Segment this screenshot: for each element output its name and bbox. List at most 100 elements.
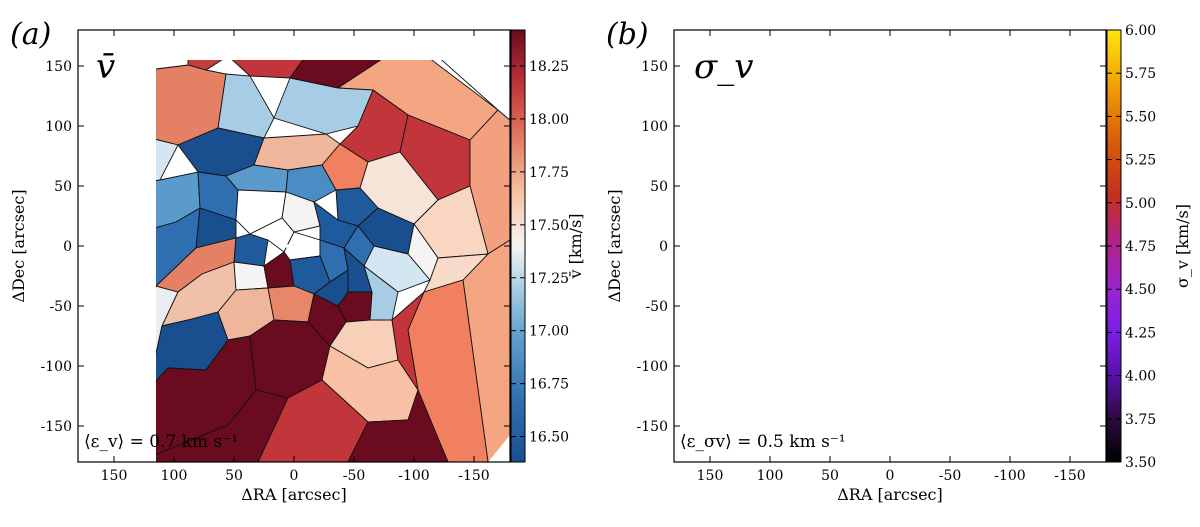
panel-a-x-tick-label: -150	[458, 468, 489, 484]
panel-b-voronoi-bin	[918, 144, 964, 190]
panel-a-colorbar-tick-label: 18.00	[529, 112, 569, 128]
panel-a-x-tick-label: 0	[290, 468, 299, 484]
panel-a-y-tick-label: 150	[45, 59, 72, 75]
center-marker-b	[881, 237, 899, 255]
panel-a-y-tick-label: -50	[49, 299, 72, 315]
panel-b-y-tick-label: 0	[659, 239, 668, 255]
panel-b-footprint-mask	[1004, 30, 1106, 120]
panel-b-y-tick-label: -100	[637, 359, 668, 375]
panel-b-x-tick-label: -100	[994, 468, 1025, 484]
panel-b-x-tick-label: -150	[1054, 468, 1085, 484]
panel-b-voronoi-bin	[744, 312, 824, 390]
panel-b-colorbar-tick-label: 5.00	[1125, 196, 1156, 212]
panel-b-voronoi-bin	[988, 292, 1020, 390]
panel-a-x-tick-label: 50	[225, 468, 243, 484]
y-axis-label-b: ΔDec [arcsec]	[605, 189, 624, 302]
panel-b-colorbar-tick-label: 4.50	[1125, 282, 1156, 298]
colorbar-ticks-b: 3.50 3.75 4.00 4.25 4.50 4.75 5.00 5.25 5.50 5.75…	[1107, 23, 1156, 471]
panel-b-voronoi-bin	[674, 252, 752, 350]
panel-a-colorbar-tick-label: 18.25	[529, 59, 569, 75]
panel-a-y-tick-label: 0	[63, 239, 72, 255]
panel-b-colorbar-tick-label: 5.75	[1125, 66, 1156, 82]
panel-b-voronoi-bin	[792, 208, 832, 248]
panel-b-colorbar-tick-label: 4.75	[1125, 239, 1156, 255]
panel-b-voronoi-bin	[728, 208, 796, 286]
panel-b-voronoi-bin	[918, 346, 1014, 422]
panel-b-voronoi-bin	[846, 320, 926, 398]
panel-b-voronoi-bin	[860, 252, 890, 288]
panel-b-voronoi-bin	[1066, 110, 1106, 254]
panel-b-voronoi-bin	[926, 320, 994, 368]
panel-b-voronoi-bin	[954, 208, 1010, 254]
panel-b-x-tick-label: 0	[886, 468, 895, 484]
panel-b-voronoi-bin	[744, 65, 822, 145]
panel-b-voronoi-bin	[1010, 186, 1084, 258]
panel-a-y-tick-label: 100	[45, 119, 72, 135]
panel-b-voronoi-bin	[870, 78, 969, 134]
panel-a-voronoi-bin	[285, 164, 337, 203]
panel-b-voronoi-bin	[824, 30, 906, 78]
colorbar-a	[510, 29, 526, 463]
panel-b-voronoi-bin	[878, 192, 916, 232]
panel-b-voronoi-bin	[830, 234, 864, 266]
panel-b-y-tick-label: -150	[637, 419, 668, 435]
panel-a-x-tick-label: -50	[343, 468, 366, 484]
panel-a-y-tick-label: -150	[41, 419, 72, 435]
panel-b-voronoi-bin	[886, 256, 926, 294]
panel-a-y-tick-label: -100	[41, 359, 72, 375]
panel-a-voronoi-bin	[217, 73, 275, 139]
panel-b-voronoi-bin	[944, 390, 1044, 462]
panel-a-voronoi-bin	[233, 233, 269, 267]
colorbar-ticks-a: 16.50 16.75 17.00 17.25 17.50 17.75 18.00 18.25	[511, 59, 569, 446]
panel-a-colorbar-tick-label: 17.00	[529, 324, 569, 340]
panel-b-y-tick-label: 100	[641, 119, 668, 135]
panel-a-voronoi-bin	[281, 191, 321, 233]
panel-b-voronoi-bin	[886, 30, 1004, 88]
panel-a-voronoi-bin	[156, 285, 157, 287]
panel-b-voronoi-bin	[758, 262, 832, 326]
panel-b-voronoi-bin	[694, 128, 774, 184]
panel-b-voronoi-bin	[832, 190, 882, 234]
panel-a-footprint-edge	[441, 60, 511, 121]
panel-b-voronoi-bin	[732, 172, 796, 230]
panel-b-voronoi-bin	[830, 262, 864, 290]
panel-b-voronoi-bin	[854, 380, 964, 462]
panel-b-voronoi-bin	[934, 42, 1094, 140]
quantity-label-b: σ_v	[694, 47, 753, 87]
panel-a-voronoi-bin	[78, 175, 148, 255]
panel-a-x-tick-label: 150	[101, 468, 128, 484]
panel-b-colorbar-tick-label: 3.50	[1125, 455, 1156, 471]
error-annotation-b: ⟨ε_σv⟩ = 0.5 km s⁻¹	[680, 432, 846, 452]
panel-a-colorbar-tick-label: 16.75	[529, 377, 569, 393]
panel-b-voronoi-bin	[674, 175, 744, 255]
panel-b-y-tick-label: -50	[645, 299, 668, 315]
error-annotation-a: ⟨ε_v⟩ = 0.7 km s⁻¹	[84, 432, 238, 452]
panel-b-voronoi-bin	[784, 30, 824, 70]
panel-b-footprint-edge	[1004, 30, 1106, 120]
panel-b-voronoi-bin	[822, 165, 884, 192]
panel-b-x-tick-label: 50	[821, 468, 839, 484]
panel-a-x-tick-label: -100	[398, 468, 429, 484]
panel-b-colorbar-tick-label: 4.25	[1125, 325, 1156, 341]
panel-a-footprint-mask	[488, 435, 510, 462]
panel-b-letter: (b)	[606, 17, 649, 52]
x-axis-label-a: ΔRA [arcsec]	[241, 485, 347, 504]
panel-b-colorbar-tick-label: 3.75	[1125, 412, 1156, 428]
panel-b-voronoi-bin	[1020, 254, 1084, 292]
quantity-label-a: v̄	[96, 47, 115, 87]
panel-a: (a) 150 100 50 0 -50 -100 -150 150 100 50 0 -50 -100…	[9, 17, 585, 504]
y-axis-label-a: ΔDec [arcsec]	[9, 189, 28, 302]
panel-b-voronoi-bin	[794, 172, 834, 220]
colorbar-label-a: v̄ [km/s]	[566, 213, 585, 279]
panel-b-colorbar-tick-label: 5.25	[1125, 153, 1156, 169]
panel-b-voronoi-bin	[960, 246, 1026, 292]
axes-ticks-b: 150 100 50 0 -50 -100 -150 150 100 50 0 -50 -100 -150	[637, 30, 1106, 484]
panel-b-voronoi-bin	[910, 270, 944, 306]
panel-a-voronoi-bin	[363, 245, 431, 293]
panel-b-voronoi-bin	[1004, 224, 1034, 280]
panel-a-colorbar-tick-label: 17.25	[529, 271, 569, 287]
panel-a-voronoi-bin	[233, 261, 269, 291]
panel-b-y-tick-label: 150	[641, 59, 668, 75]
panel-b-colorbar-tick-label: 4.00	[1125, 369, 1156, 385]
